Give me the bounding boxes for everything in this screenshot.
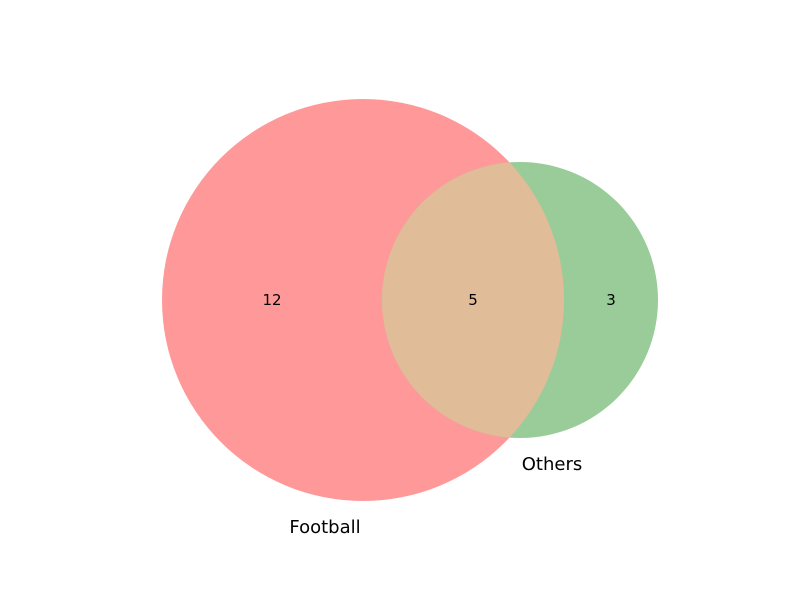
- football-set-label: Football: [289, 517, 360, 538]
- others-only-count: 3: [606, 291, 616, 309]
- intersection-count: 5: [468, 291, 478, 309]
- football-only-count: 12: [262, 291, 281, 309]
- intersection-region: [382, 162, 564, 438]
- others-set-label: Others: [522, 454, 583, 475]
